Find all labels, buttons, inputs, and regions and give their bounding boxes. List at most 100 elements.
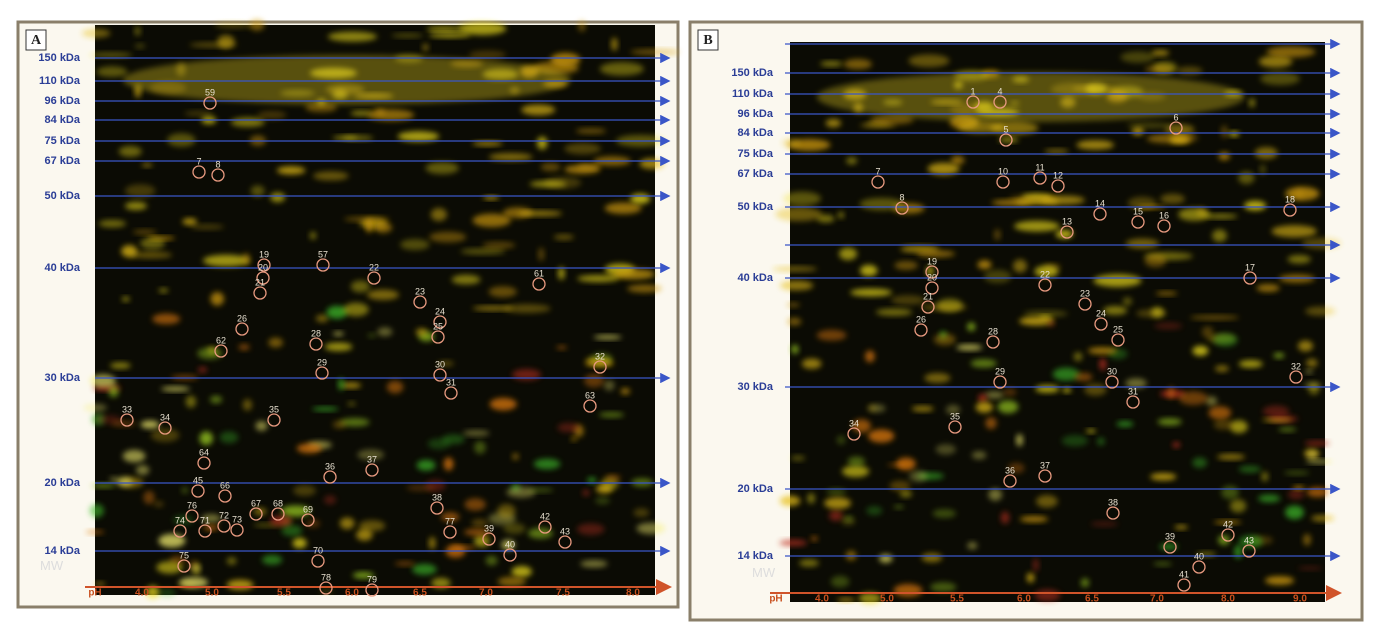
gel-spot [1027,573,1035,583]
gel-spot [231,117,265,127]
gel-spot [807,493,815,504]
gel-spot [217,35,234,48]
spot-label: 35 [950,411,960,421]
gel-spot [998,400,1019,413]
gel-spot [86,530,105,534]
gel-spot [1221,486,1239,500]
gel-spot [894,261,918,270]
spot-label: 14 [1095,198,1105,208]
gel-spot [528,528,553,539]
gel-spot [1306,459,1332,463]
gel-spot [571,437,577,441]
gel-spot [312,407,338,411]
gel-spot [1192,457,1207,468]
gel-spot [190,566,201,571]
gel-spot [1190,315,1239,320]
gel-spot [90,504,104,518]
gel-spot [281,525,302,536]
mw-label: 75 kDa [45,135,81,147]
gel-spot [1044,149,1069,154]
gel-spot [891,295,925,305]
gel-spot [395,561,416,566]
gel-spot [210,396,222,403]
gel-spot [142,163,153,167]
gel-spot [489,286,517,297]
spot-label: 66 [220,480,230,490]
gel-spot [600,62,644,76]
page: {"panels": [ {"label": "A", "mw_unit_lab… [0,0,1375,630]
gel-spot [865,350,875,362]
gel-spot [98,220,126,228]
spot-label: 57 [318,249,328,259]
gel-spot [988,489,1002,501]
gel-spot [1273,353,1284,359]
gel-spot [620,388,630,394]
mw-label: 30 kDa [738,381,774,393]
spot-label: 30 [1107,366,1117,376]
gel-spot [328,32,377,42]
gel-spot [1230,420,1248,433]
spot-label: 71 [200,515,210,525]
spot-label: 64 [199,447,209,457]
gel-spot [1215,365,1229,372]
spot-label: 38 [1108,497,1118,507]
gel-spot [1305,370,1313,374]
gel-spot [599,412,624,417]
mw-label: 50 kDa [738,201,774,213]
spot-label: 16 [1159,210,1169,220]
gel-spot [1063,387,1072,392]
gel-spot [900,491,912,498]
gel-spot [1260,164,1266,175]
spot-label: 36 [1005,465,1015,475]
gel-spot [538,247,545,261]
gel-spot [1271,225,1316,237]
gel-spot [1244,201,1266,211]
gel-spot [412,564,437,575]
spot-label: 77 [445,516,455,526]
gel-spot [473,306,513,311]
gel-spot [242,253,250,265]
ph-label: 5.0 [205,588,219,599]
gel-spot [251,185,265,196]
spot-label: 72 [219,510,229,520]
spot-label: 42 [540,511,550,521]
gel-spot [268,338,283,348]
gel-spot [490,398,517,410]
gel-spot [324,495,336,504]
gel-spot [611,37,617,51]
gel-spot [1202,326,1213,338]
spot-label: 4 [997,86,1002,96]
panel-label: A [31,33,42,48]
gel-spot [1284,471,1310,476]
gel-spot [1287,255,1310,263]
mw-label: 14 kDa [45,545,81,557]
spot-label: 31 [446,377,456,387]
gel-spot [1208,406,1231,419]
gel-spot [1221,125,1228,138]
gel-spot [1288,489,1304,499]
gel-spot [1179,391,1208,405]
gel-spot [1074,373,1092,381]
spot-label: 19 [259,249,269,259]
spot-label: 34 [160,412,170,422]
gel-spot [557,423,579,433]
spot-label: 61 [534,268,544,278]
gel-spot [985,417,996,429]
gel-spot [791,455,805,461]
gel-spot [1262,418,1292,422]
gel-image [82,19,680,598]
spot-label: 40 [505,539,515,549]
gel-spot [1132,127,1144,135]
gel-spot [1258,495,1280,503]
gel-spot [933,509,956,518]
spot-label: 43 [560,526,570,536]
gel-spot [775,207,822,221]
spot-label: 42 [1223,519,1233,529]
gel-spot [1307,451,1317,459]
ph-label: 8.0 [626,588,640,599]
spot-label: 75 [179,550,189,560]
gel-spot [594,335,622,340]
gel-spot [1003,388,1016,396]
gel-spot [580,560,607,567]
gel-spot [1035,385,1059,393]
